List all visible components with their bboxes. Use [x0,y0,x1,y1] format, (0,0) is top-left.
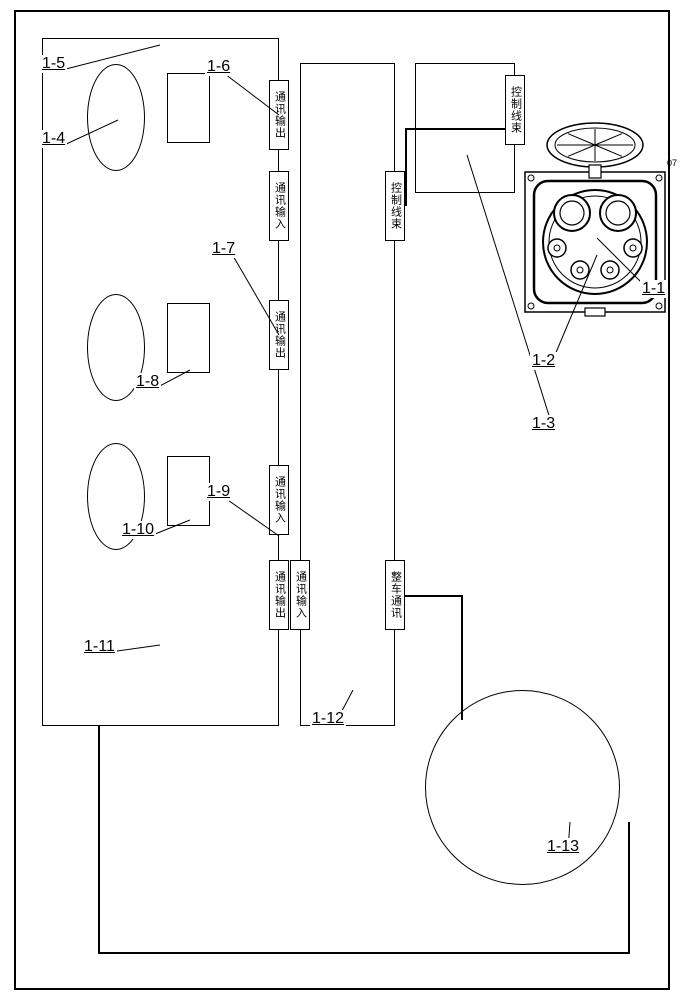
controller-box [300,63,395,726]
wire [405,128,407,206]
cell-icon-1 [87,64,145,171]
module-icon-1 [167,73,210,143]
ref-1-11: 1-11 [82,638,117,656]
ref-1-9: 1-9 [205,483,232,501]
port-port_mid_zc_comm: 整车通讯 [385,560,405,630]
port-port_mid_comm_in: 通讯输入 [290,560,310,630]
diagram-canvas: 通讯输出通讯输入通讯输出通讯输入通讯输出通讯输入整车通讯控制线束控制线束071-… [0,0,684,1000]
ref-1-10: 1-10 [120,521,156,539]
wire [461,595,463,720]
port-port_mid_ctrl_1: 控制线束 [385,171,405,241]
port-port_comm_in_1: 通讯输入 [269,171,289,241]
ref-1-12: 1-12 [310,710,346,728]
wire [405,595,463,597]
ref-1-1: 1-1 [640,280,667,298]
wire [405,128,505,130]
wire [98,726,100,954]
port-port_comm_in_2: 通讯输入 [269,465,289,535]
ref-1-6: 1-6 [205,58,232,76]
ref-1-2: 1-2 [530,352,557,370]
ref-1-4: 1-4 [40,130,67,148]
wire [98,952,630,954]
ref-1-5: 1-5 [40,55,67,73]
ref-1-8: 1-8 [134,373,161,391]
port-port_comm_out_3: 通讯输出 [269,560,289,630]
svg-text:07: 07 [667,158,677,168]
port-port_comm_out_1: 通讯输出 [269,80,289,150]
vehicle-node [425,690,620,885]
ref-1-3: 1-3 [530,415,557,433]
ref-1-13: 1-13 [545,838,581,856]
ref-1-7: 1-7 [210,240,237,258]
module-icon-2 [167,303,210,373]
wire [628,822,630,954]
module-icon-3 [167,456,210,526]
port-port_comm_out_2: 通讯输出 [269,300,289,370]
